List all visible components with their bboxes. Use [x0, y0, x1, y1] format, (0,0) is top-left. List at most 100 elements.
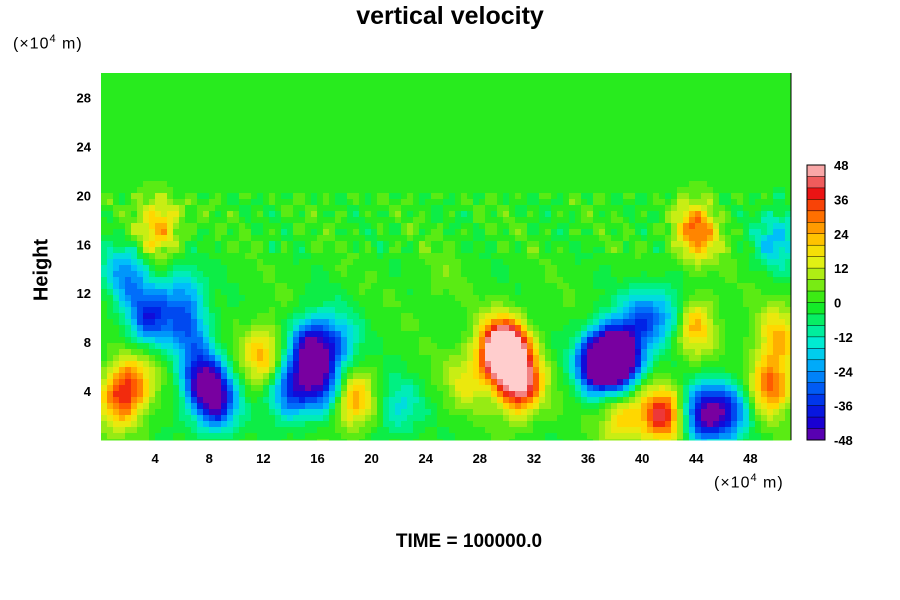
heatmap-cell [149, 73, 156, 80]
heatmap-cell [407, 115, 414, 122]
heatmap-cell [215, 433, 222, 440]
heatmap-cell [443, 313, 450, 320]
heatmap-cell [503, 283, 510, 290]
heatmap-cell [143, 415, 150, 422]
heatmap-cell [407, 361, 414, 368]
heatmap-cell [545, 277, 552, 284]
heatmap-cell [233, 313, 240, 320]
heatmap-cell [131, 235, 138, 242]
heatmap-cell [353, 439, 360, 441]
heatmap-cell [101, 421, 108, 428]
heatmap-cell [269, 241, 276, 248]
heatmap-cell [281, 223, 288, 230]
heatmap-cell [383, 289, 390, 296]
heatmap-cell [371, 433, 378, 440]
heatmap-cell [263, 253, 270, 260]
heatmap-cell [233, 181, 240, 188]
heatmap-cell [131, 391, 138, 398]
heatmap-cell [227, 91, 234, 98]
heatmap-cell [575, 265, 582, 272]
heatmap-cell [185, 409, 192, 416]
heatmap-cell [449, 355, 456, 362]
heatmap-cell [341, 229, 348, 236]
heatmap-cell [371, 133, 378, 140]
heatmap-cell [371, 157, 378, 164]
heatmap-cell [527, 103, 534, 110]
heatmap-cell [317, 211, 324, 218]
heatmap-cell [503, 79, 510, 86]
heatmap-cell [125, 367, 132, 374]
heatmap-cell [563, 427, 570, 434]
heatmap-cell [131, 139, 138, 146]
heatmap-cell [395, 97, 402, 104]
heatmap-cell [449, 211, 456, 218]
heatmap-cell [491, 343, 498, 350]
heatmap-cell [263, 343, 270, 350]
heatmap-cell [353, 241, 360, 248]
heatmap-cell [221, 229, 228, 236]
heatmap-cell [233, 211, 240, 218]
heatmap-cell [389, 73, 396, 80]
heatmap-cell [269, 397, 276, 404]
heatmap-cell [455, 379, 462, 386]
heatmap-cell [389, 307, 396, 314]
heatmap-cell [395, 181, 402, 188]
heatmap-cell [551, 343, 558, 350]
heatmap-cell [317, 331, 324, 338]
heatmap-cell [131, 253, 138, 260]
heatmap-cell [209, 349, 216, 356]
heatmap-cell [365, 337, 372, 344]
heatmap-cell [155, 199, 162, 206]
heatmap-cell [173, 289, 180, 296]
heatmap-cell [293, 265, 300, 272]
heatmap-cell [317, 355, 324, 362]
heatmap-cell [509, 157, 516, 164]
heatmap-cell [155, 157, 162, 164]
heatmap-cell [383, 193, 390, 200]
heatmap-cell [215, 439, 222, 441]
heatmap-cell [527, 127, 534, 134]
heatmap-cell [335, 181, 342, 188]
heatmap-cell [563, 217, 570, 224]
heatmap-cell [545, 169, 552, 176]
heatmap-cell [227, 253, 234, 260]
heatmap-cell [167, 169, 174, 176]
heatmap-cell [161, 217, 168, 224]
heatmap-cell [263, 439, 270, 441]
heatmap-cell [509, 205, 516, 212]
heatmap-cell [413, 331, 420, 338]
heatmap-cell [215, 367, 222, 374]
heatmap-cell [389, 103, 396, 110]
heatmap-cell [167, 271, 174, 278]
heatmap-cell [161, 151, 168, 158]
heatmap-cell [161, 241, 168, 248]
heatmap-cell [401, 403, 408, 410]
heatmap-cell [239, 433, 246, 440]
heatmap-cell [407, 367, 414, 374]
heatmap-cell [275, 319, 282, 326]
heatmap-cell [341, 391, 348, 398]
heatmap-cell [509, 151, 516, 158]
heatmap-cell [383, 223, 390, 230]
heatmap-cell [467, 427, 474, 434]
heatmap-cell [125, 265, 132, 272]
heatmap-cell [305, 139, 312, 146]
heatmap-cell [521, 277, 528, 284]
heatmap-cell [245, 187, 252, 194]
heatmap-cell [395, 367, 402, 374]
heatmap-cell [287, 235, 294, 242]
heatmap-cell [167, 103, 174, 110]
heatmap-cell [215, 427, 222, 434]
heatmap-cell [431, 121, 438, 128]
heatmap-cell [527, 343, 534, 350]
heatmap-cell [359, 325, 366, 332]
heatmap-cell [401, 175, 408, 182]
heatmap-cell [503, 199, 510, 206]
heatmap-cell [431, 199, 438, 206]
heatmap-cell [431, 73, 438, 80]
heatmap-cell [545, 175, 552, 182]
heatmap-cell [191, 367, 198, 374]
heatmap-cell [383, 421, 390, 428]
heatmap-cell [455, 313, 462, 320]
heatmap-cell [461, 313, 468, 320]
